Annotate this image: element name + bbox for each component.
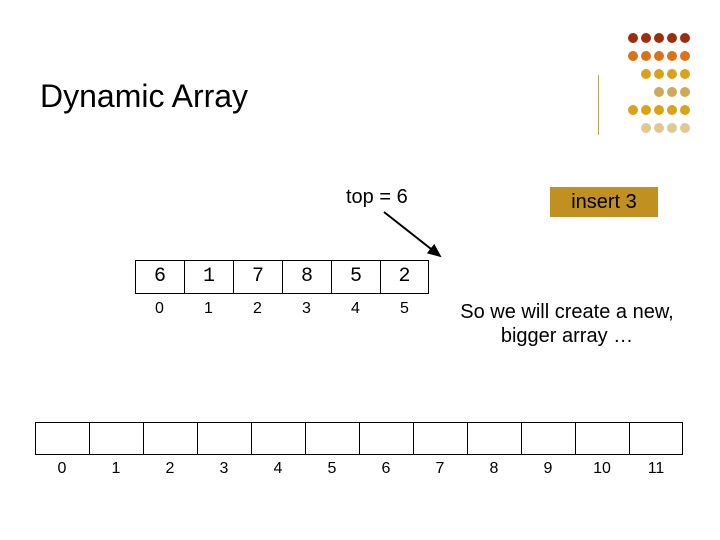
index-label: 0: [35, 460, 89, 478]
deco-dot: [654, 51, 664, 61]
insert-badge: insert 3: [550, 187, 658, 217]
deco-dot: [680, 69, 690, 79]
array-cell: [629, 422, 683, 455]
index-label: 3: [197, 460, 251, 478]
index-label: 2: [143, 460, 197, 478]
deco-dot: [654, 87, 664, 97]
deco-dot: [628, 33, 638, 43]
index-label: 2: [233, 300, 282, 318]
deco-dot: [667, 33, 677, 43]
index-label: 3: [282, 300, 331, 318]
index-label: 5: [305, 460, 359, 478]
deco-dot: [654, 105, 664, 115]
deco-dot: [641, 33, 651, 43]
index-label: 1: [89, 460, 143, 478]
deco-dot: [641, 69, 651, 79]
index-label: 11: [629, 460, 683, 478]
array-cell: 7: [233, 260, 282, 294]
array-cell: [89, 422, 143, 455]
caption-text: So we will create a new, bigger array …: [452, 300, 682, 348]
big-array-indices: 01234567891011: [35, 460, 683, 478]
deco-dot: [667, 105, 677, 115]
index-label: 7: [413, 460, 467, 478]
slide-title: Dynamic Array: [40, 78, 248, 115]
index-label: 1: [184, 300, 233, 318]
decoration-divider: [598, 75, 599, 135]
array-cell: [35, 422, 89, 455]
index-label: 8: [467, 460, 521, 478]
array-cell: 6: [135, 260, 184, 294]
deco-dot: [680, 51, 690, 61]
array-cell: [305, 422, 359, 455]
array-cell: [251, 422, 305, 455]
array-cell: [521, 422, 575, 455]
deco-dot: [654, 33, 664, 43]
deco-dot: [641, 51, 651, 61]
deco-dot: [641, 105, 651, 115]
index-label: 6: [359, 460, 413, 478]
array-cell: [197, 422, 251, 455]
deco-dot: [654, 123, 664, 133]
deco-dot: [680, 123, 690, 133]
deco-dot: [667, 87, 677, 97]
array-cell: [413, 422, 467, 455]
index-label: 4: [331, 300, 380, 318]
deco-dot: [680, 87, 690, 97]
deco-dot: [628, 51, 638, 61]
arrow-icon: [380, 208, 452, 264]
index-label: 4: [251, 460, 305, 478]
array-cell: 5: [331, 260, 380, 294]
small-array-indices: 012345: [135, 300, 429, 318]
array-cell: 8: [282, 260, 331, 294]
array-cell: [143, 422, 197, 455]
deco-dot: [667, 51, 677, 61]
big-array: [35, 422, 683, 455]
deco-dot: [628, 105, 638, 115]
index-label: 10: [575, 460, 629, 478]
index-label: 9: [521, 460, 575, 478]
index-label: 5: [380, 300, 429, 318]
index-label: 0: [135, 300, 184, 318]
deco-dot: [654, 69, 664, 79]
array-cell: [575, 422, 629, 455]
deco-dot: [667, 69, 677, 79]
array-cell: [467, 422, 521, 455]
array-cell: [359, 422, 413, 455]
top-label: top = 6: [346, 186, 408, 209]
array-cell: 2: [380, 260, 429, 294]
deco-dot: [680, 33, 690, 43]
deco-dot: [641, 123, 651, 133]
small-array: 617852: [135, 260, 429, 294]
corner-dot-decoration: [625, 30, 690, 138]
deco-dot: [680, 105, 690, 115]
deco-dot: [667, 123, 677, 133]
array-cell: 1: [184, 260, 233, 294]
